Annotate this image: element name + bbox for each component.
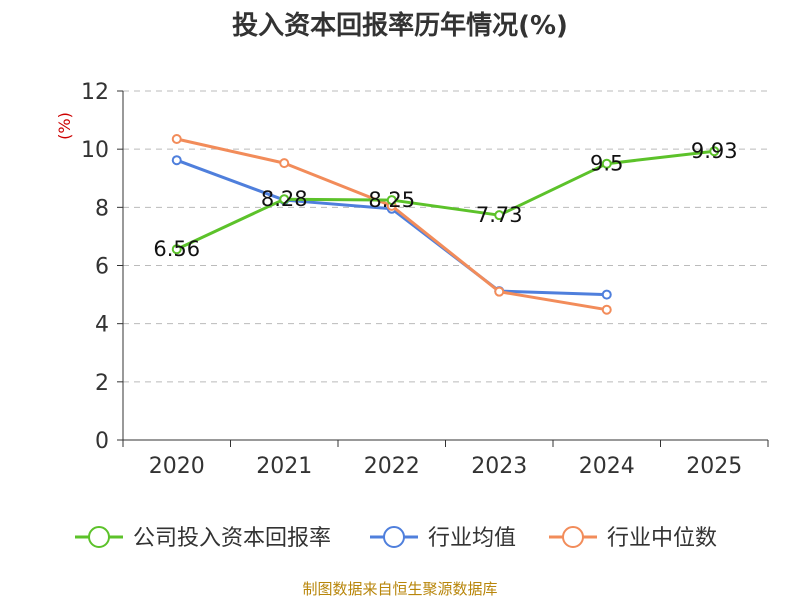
data-label: 9.5 bbox=[590, 152, 623, 176]
x-tick-label: 2025 bbox=[686, 454, 742, 479]
legend-swatch-marker bbox=[383, 526, 405, 548]
y-tick-label: 10 bbox=[81, 138, 109, 163]
source-footer: 制图数据来自恒生聚源数据库 bbox=[302, 580, 497, 598]
y-tick-label: 8 bbox=[95, 196, 109, 221]
x-tick-label: 2022 bbox=[364, 454, 420, 479]
legend-swatch-marker bbox=[88, 526, 110, 548]
data-label: 8.25 bbox=[368, 188, 415, 212]
data-labels: 6.56 8.28 8.25 7.73 9.5 9.93 bbox=[153, 139, 737, 261]
series-point-0 bbox=[386, 195, 397, 206]
x-tick-label: 2024 bbox=[579, 454, 635, 479]
series-point-0 bbox=[171, 244, 182, 255]
series-point-1 bbox=[171, 155, 182, 166]
y-axis-unit-label: (%) bbox=[55, 112, 74, 140]
data-label: 8.28 bbox=[261, 187, 308, 211]
series-point-2 bbox=[494, 286, 505, 297]
legend: 公司投入资本回报率 行业均值 行业中位数 bbox=[75, 526, 717, 551]
series-line-0 bbox=[176, 149, 715, 251]
y-tick-label: 6 bbox=[95, 255, 109, 280]
chart-title: 投入资本回报率历年情况(%) bbox=[232, 10, 568, 41]
series-line-2 bbox=[176, 137, 607, 312]
series-point-0 bbox=[279, 194, 290, 205]
y-tick-label: 0 bbox=[95, 429, 109, 454]
series-point-2 bbox=[171, 133, 182, 144]
x-tick-label: 2023 bbox=[471, 454, 527, 479]
series-point-0 bbox=[494, 210, 505, 221]
series-point-2 bbox=[601, 304, 612, 315]
legend-label: 行业均值 bbox=[428, 526, 516, 551]
data-label: 9.93 bbox=[691, 139, 738, 163]
grid-lines bbox=[123, 90, 768, 383]
data-label: 7.73 bbox=[476, 203, 523, 227]
x-tick-label: 2021 bbox=[256, 454, 312, 479]
legend-label: 行业中位数 bbox=[607, 526, 717, 551]
series-point-0 bbox=[601, 158, 612, 169]
series-point-0 bbox=[709, 146, 720, 157]
y-tick-label: 2 bbox=[95, 371, 109, 396]
data-label: 6.56 bbox=[153, 237, 200, 261]
series-line-1 bbox=[176, 158, 607, 297]
y-tick-label: 4 bbox=[95, 313, 109, 338]
series-lines bbox=[171, 133, 720, 315]
series-point-2 bbox=[279, 158, 290, 169]
axes: 0 2 4 6 8 10 12 2020 2021 2022 2023 2024 2025 bbox=[81, 80, 769, 479]
legend-label: 公司投入资本回报率 bbox=[133, 526, 331, 551]
y-tick-label: 12 bbox=[81, 80, 109, 105]
series-point-1 bbox=[601, 289, 612, 300]
legend-swatch-marker bbox=[562, 526, 584, 548]
x-tick-label: 2020 bbox=[149, 454, 205, 479]
